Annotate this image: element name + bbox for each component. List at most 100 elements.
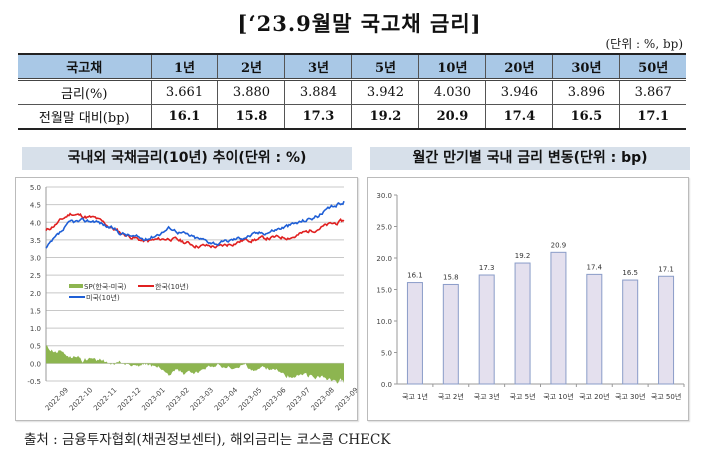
- x-tick-label: 2023-03: [189, 386, 215, 412]
- x-tick-label: 2023-05: [237, 386, 263, 412]
- unit-label: (단위 : %, bp): [605, 37, 683, 51]
- korea-10y-line: [45, 212, 345, 249]
- y-tick-label: 25.0: [376, 224, 392, 232]
- bar-value-label: 20.9: [551, 241, 567, 249]
- bar: [550, 251, 567, 385]
- y-tick-label: 3.5: [30, 237, 41, 245]
- x-tick-label: 국고 50년: [651, 392, 681, 401]
- page-title: [‘23.9월말 국고채 금리]: [237, 11, 482, 36]
- y-tick-label: 20.0: [376, 255, 392, 263]
- x-tick-label: 국고 30년: [615, 392, 645, 401]
- bar-value-label: 16.1: [407, 272, 423, 280]
- y-tick-label: 5.0: [30, 184, 41, 192]
- y-tick-label: 2.0: [30, 290, 41, 298]
- us-10y-line: [45, 200, 345, 249]
- cell-value: 3.867: [619, 79, 686, 105]
- cell-value: 17.4: [485, 104, 553, 130]
- x-tick-label: 국고 3년: [474, 392, 500, 401]
- header-cell: 30년: [552, 53, 620, 81]
- legend-us-label: 미국(10년): [86, 293, 120, 302]
- y-tick-label: 0.0: [30, 360, 41, 368]
- x-tick-label: 2023-07: [285, 386, 311, 412]
- header-cell: 3년: [284, 53, 352, 81]
- bar: [622, 279, 639, 385]
- cell-value: 17.1: [619, 104, 686, 130]
- header-cell: 20년: [485, 53, 553, 81]
- header-cell: 1년: [150, 53, 218, 81]
- bar: [478, 274, 495, 385]
- bar: [406, 282, 423, 385]
- x-tick-label: 2023-08: [310, 386, 336, 412]
- table-row: 전월말 대비(bp) 16.1 15.8 17.3 19.2 20.9 17.4…: [18, 104, 686, 130]
- cell-value: 3.884: [284, 79, 352, 105]
- y-tick-label: 1.5: [30, 307, 41, 315]
- bar-value-label: 17.3: [479, 264, 495, 272]
- y-tick-label: 30.0: [376, 192, 392, 200]
- x-tick-label: 2022-10: [68, 386, 94, 412]
- x-tick-label: 2022-12: [116, 386, 142, 412]
- y-tick-label: 1.0: [30, 325, 41, 333]
- y-tick-label: 2.5: [30, 272, 41, 280]
- bar: [514, 262, 531, 385]
- left-chart-title: 국내외 국채금리(10년) 추이(단위 : %): [22, 147, 352, 170]
- left-chart-box: 5.0 4.5 4.0 3.5 3.0 2.5 2.0 1.5 1.0 0.5 0.0 -0.5 202…: [15, 177, 360, 421]
- header-cell: 2년: [217, 53, 285, 81]
- x-tick-label: 2023-04: [213, 386, 240, 413]
- cell-value: 16.5: [552, 104, 620, 130]
- cell-value: 19.2: [351, 104, 419, 130]
- y-tick-label: 3.0: [30, 255, 41, 263]
- legend-spread-label: SP(한국-미국): [84, 282, 127, 291]
- x-tick-label: 국고 20년: [579, 392, 609, 401]
- row-label: 전월말 대비(bp): [18, 104, 151, 130]
- table-header-row: 국고채 1년 2년 3년 5년 10년 20년 30년 50년: [18, 53, 686, 81]
- bar: [442, 283, 459, 385]
- header-cell: 국고채: [18, 53, 151, 81]
- header-cell: 10년: [418, 53, 486, 81]
- cell-value: 3.946: [485, 79, 553, 105]
- line-chart: 5.04.54.03.53.02.52.01.51.00.50.0-0.5202…: [27, 184, 360, 413]
- y-tick-label: -0.5: [27, 378, 41, 386]
- legend-spread-swatch: [69, 284, 83, 288]
- header-cell: 5년: [351, 53, 419, 81]
- x-tick-label: 2023-01: [140, 386, 166, 412]
- y-tick-label: 4.0: [30, 219, 41, 227]
- bar-value-label: 17.1: [658, 265, 674, 273]
- x-tick-label: 2023-09: [334, 386, 357, 412]
- bar: [658, 275, 675, 385]
- x-tick-label: 국고 1년: [402, 392, 428, 401]
- cell-value: 3.942: [351, 79, 419, 105]
- bar-value-label: 15.8: [443, 273, 459, 281]
- legend-korea-label: 한국(10년): [155, 282, 189, 291]
- cell-value: 4.030: [418, 79, 486, 105]
- cell-value: 16.1: [150, 104, 218, 130]
- cell-value: 3.896: [552, 79, 620, 105]
- row-label: 금리(%): [18, 79, 151, 105]
- cell-value: 3.661: [150, 79, 218, 105]
- cell-value: 17.3: [284, 104, 352, 130]
- x-tick-label: 국고 5년: [510, 392, 536, 401]
- y-tick-label: 10.0: [376, 318, 392, 326]
- bar-value-label: 19.2: [515, 252, 531, 260]
- x-tick-label: 국고 2년: [438, 392, 464, 401]
- right-chart-box: 30.0 25.0 20.0 15.0 10.0 5.0 0.0 16.1 국고 1년 15.8 국…: [367, 177, 689, 421]
- cell-value: 3.880: [217, 79, 285, 105]
- rates-table: 국고채 1년 2년 3년 5년 10년 20년 30년 50년 금리(%) 3.…: [18, 53, 686, 130]
- x-tick-label: 2022-09: [44, 386, 70, 412]
- bar-value-label: 17.4: [587, 263, 603, 271]
- x-tick-label: 2023-06: [261, 386, 288, 413]
- bar: [586, 273, 603, 385]
- x-tick-label: 2023-02: [165, 386, 191, 412]
- cell-value: 20.9: [418, 104, 486, 130]
- table-row: 금리(%) 3.661 3.880 3.884 3.942 4.030 3.94…: [18, 79, 686, 105]
- y-tick-label: 0.5: [30, 343, 41, 351]
- y-tick-label: 4.5: [30, 202, 41, 210]
- spread-area: [46, 345, 344, 384]
- bar-value-label: 16.5: [622, 269, 638, 277]
- bar-chart: 30.0 25.0 20.0 15.0 10.0 5.0 0.0 16.1 국고 1년 15.8 국…: [376, 192, 685, 401]
- y-tick-label: 15.0: [376, 287, 392, 295]
- source-footnote: 출처 : 금융투자협회(채권정보센터), 해외금리는 코스콤 CHECK: [24, 432, 391, 448]
- header-cell: 50년: [619, 53, 686, 81]
- y-tick-label: 5.0: [381, 350, 392, 358]
- x-tick-label: 국고 10년: [543, 392, 573, 401]
- right-chart-title: 월간 만기별 국내 금리 변동(단위 : bp): [370, 147, 690, 170]
